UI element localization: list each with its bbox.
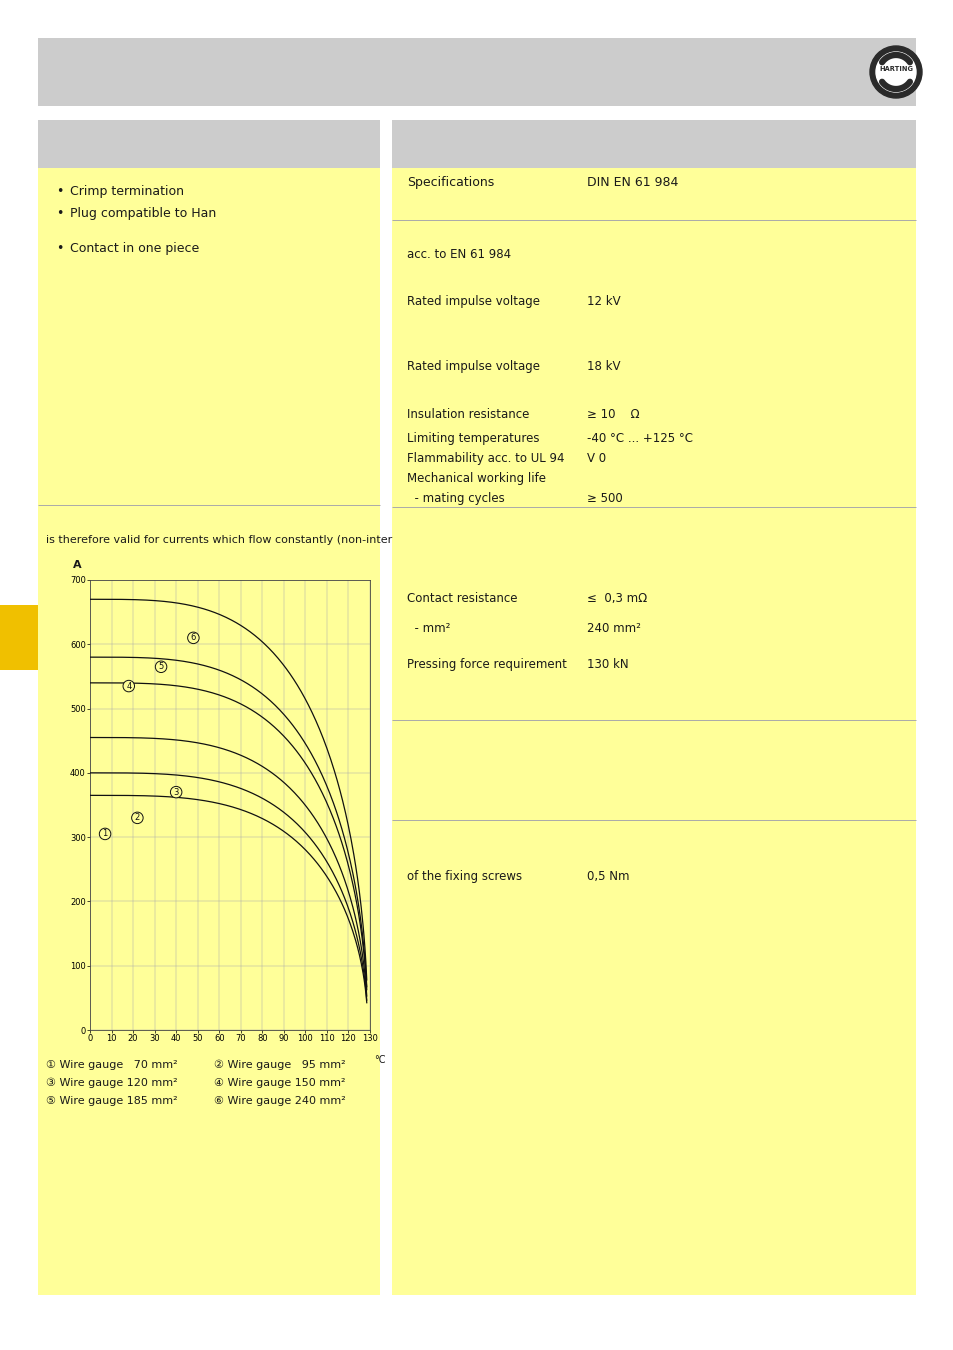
- Text: ≥ 500: ≥ 500: [586, 491, 622, 505]
- Text: Specifications: Specifications: [407, 176, 494, 189]
- Text: ③ Wire gauge 120 mm²: ③ Wire gauge 120 mm²: [46, 1079, 177, 1088]
- Text: 18 kV: 18 kV: [586, 360, 619, 373]
- Bar: [392, 120, 915, 1295]
- Text: of the fixing screws: of the fixing screws: [407, 869, 521, 883]
- Bar: [0, 605, 38, 670]
- Text: Contact in one piece: Contact in one piece: [70, 242, 199, 255]
- Text: Crimp termination: Crimp termination: [70, 185, 184, 198]
- Text: 0,5 Nm: 0,5 Nm: [586, 869, 629, 883]
- Bar: [38, 120, 379, 1295]
- Text: HARTING: HARTING: [878, 66, 912, 72]
- Text: DIN EN 61 984: DIN EN 61 984: [586, 176, 678, 189]
- Text: Plug compatible to Han: Plug compatible to Han: [70, 207, 216, 220]
- Text: - mm²: - mm²: [407, 622, 450, 634]
- Text: 6: 6: [191, 633, 196, 643]
- Text: Limiting temperatures: Limiting temperatures: [407, 432, 539, 446]
- Text: acc. to EN 61 984: acc. to EN 61 984: [407, 248, 511, 261]
- Text: 12 kV: 12 kV: [586, 296, 620, 308]
- Text: 240 mm²: 240 mm²: [586, 622, 640, 634]
- Text: Pressing force requirement: Pressing force requirement: [407, 657, 566, 671]
- Text: •: •: [56, 185, 63, 198]
- Text: 1: 1: [102, 829, 108, 838]
- Text: °C: °C: [374, 1056, 385, 1065]
- Text: 130 kN: 130 kN: [586, 657, 628, 671]
- Text: •: •: [56, 207, 63, 220]
- Text: 2: 2: [134, 813, 140, 822]
- Text: ① Wire gauge   70 mm²: ① Wire gauge 70 mm²: [46, 1060, 177, 1071]
- Text: Contact resistance: Contact resistance: [407, 593, 517, 605]
- Bar: [392, 120, 915, 167]
- Text: •: •: [56, 242, 63, 255]
- Text: V 0: V 0: [586, 452, 605, 464]
- Circle shape: [875, 53, 915, 92]
- Circle shape: [869, 46, 921, 99]
- Text: Insulation resistance: Insulation resistance: [407, 408, 529, 421]
- Text: ④ Wire gauge 150 mm²: ④ Wire gauge 150 mm²: [213, 1079, 345, 1088]
- Text: ② Wire gauge   95 mm²: ② Wire gauge 95 mm²: [213, 1060, 345, 1071]
- Text: A: A: [72, 560, 81, 570]
- Text: -40 °C ... +125 °C: -40 °C ... +125 °C: [586, 432, 692, 446]
- Text: ⑥ Wire gauge 240 mm²: ⑥ Wire gauge 240 mm²: [213, 1096, 345, 1106]
- Text: 3: 3: [173, 787, 178, 796]
- Text: Rated impulse voltage: Rated impulse voltage: [407, 360, 539, 373]
- Bar: [38, 120, 379, 167]
- Text: Flammability acc. to UL 94: Flammability acc. to UL 94: [407, 452, 564, 464]
- Text: - mating cycles: - mating cycles: [407, 491, 504, 505]
- Bar: [38, 38, 915, 107]
- Text: 4: 4: [126, 682, 132, 691]
- Text: is therefore valid for currents which flow constantly (non-inter: is therefore valid for currents which fl…: [46, 535, 392, 545]
- Text: ≤  0,3 mΩ: ≤ 0,3 mΩ: [586, 593, 646, 605]
- Text: ⑤ Wire gauge 185 mm²: ⑤ Wire gauge 185 mm²: [46, 1096, 177, 1106]
- Text: Rated impulse voltage: Rated impulse voltage: [407, 296, 539, 308]
- Text: 5: 5: [158, 663, 164, 671]
- Text: ≥ 10    Ω: ≥ 10 Ω: [586, 408, 639, 421]
- Text: Mechanical working life: Mechanical working life: [407, 472, 545, 485]
